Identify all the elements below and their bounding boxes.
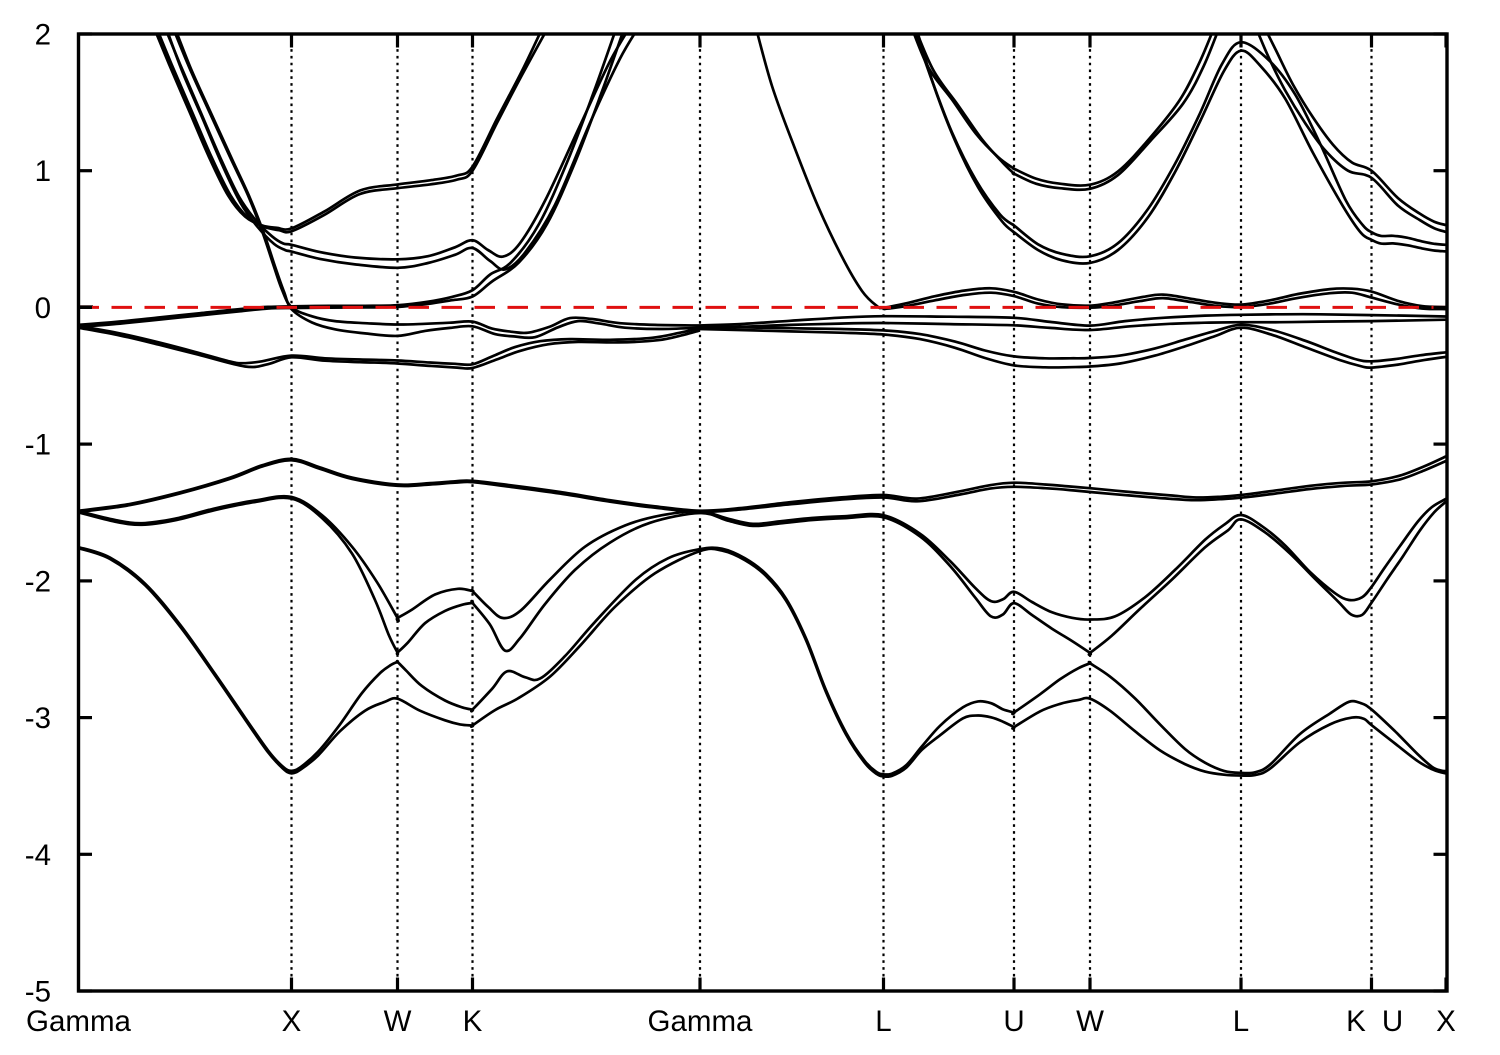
svg-text:U: U — [1003, 1005, 1024, 1038]
svg-text:1: 1 — [35, 155, 51, 188]
svg-text:L: L — [1233, 1005, 1249, 1038]
svg-text:X: X — [1436, 1005, 1456, 1038]
svg-text:X: X — [282, 1005, 302, 1038]
svg-text:W: W — [384, 1005, 412, 1038]
svg-text:-2: -2 — [25, 565, 51, 598]
svg-text:-5: -5 — [25, 976, 51, 1009]
svg-text:Gamma: Gamma — [26, 1005, 132, 1038]
svg-text:-3: -3 — [25, 702, 51, 735]
svg-text:L: L — [875, 1005, 891, 1038]
svg-text:Gamma: Gamma — [648, 1005, 754, 1038]
svg-text:2: 2 — [35, 19, 51, 52]
svg-text:0: 0 — [35, 292, 51, 325]
svg-text:W: W — [1076, 1005, 1104, 1038]
svg-text:K: K — [1346, 1005, 1366, 1038]
svg-text:U: U — [1382, 1005, 1403, 1038]
svg-text:K: K — [463, 1005, 483, 1038]
svg-text:-4: -4 — [25, 839, 51, 872]
svg-text:-1: -1 — [25, 429, 51, 462]
